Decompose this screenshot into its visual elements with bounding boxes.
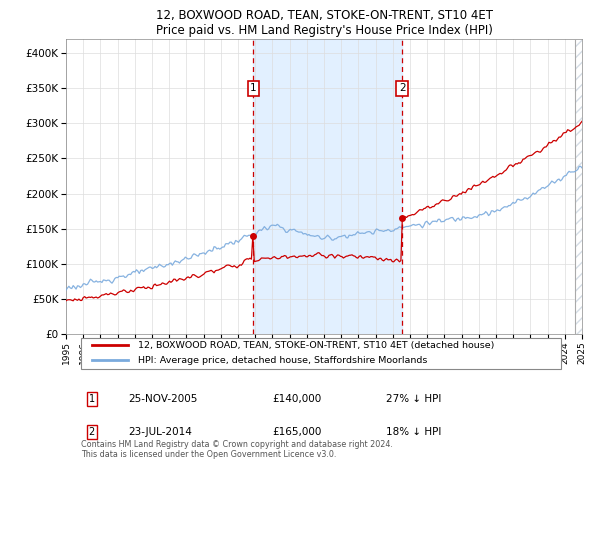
Text: 23-JUL-2014: 23-JUL-2014 (128, 427, 192, 437)
FancyBboxPatch shape (82, 338, 562, 369)
Text: £140,000: £140,000 (272, 394, 322, 404)
Text: 25-NOV-2005: 25-NOV-2005 (128, 394, 197, 404)
Bar (575, 39, 586, 334)
Text: 1: 1 (89, 394, 95, 404)
Bar (253, 39, 402, 334)
Bar (575, 39, 586, 334)
Text: 18% ↓ HPI: 18% ↓ HPI (386, 427, 441, 437)
Text: 1: 1 (250, 83, 257, 94)
Text: Contains HM Land Registry data © Crown copyright and database right 2024.
This d: Contains HM Land Registry data © Crown c… (82, 440, 394, 459)
Text: 12, BOXWOOD ROAD, TEAN, STOKE-ON-TRENT, ST10 4ET (detached house): 12, BOXWOOD ROAD, TEAN, STOKE-ON-TRENT, … (138, 340, 494, 349)
Text: 2: 2 (89, 427, 95, 437)
Text: 2: 2 (399, 83, 406, 94)
Text: HPI: Average price, detached house, Staffordshire Moorlands: HPI: Average price, detached house, Staf… (138, 356, 428, 365)
Title: 12, BOXWOOD ROAD, TEAN, STOKE-ON-TRENT, ST10 4ET
Price paid vs. HM Land Registry: 12, BOXWOOD ROAD, TEAN, STOKE-ON-TRENT, … (155, 8, 493, 36)
Text: 27% ↓ HPI: 27% ↓ HPI (386, 394, 441, 404)
Text: £165,000: £165,000 (272, 427, 322, 437)
